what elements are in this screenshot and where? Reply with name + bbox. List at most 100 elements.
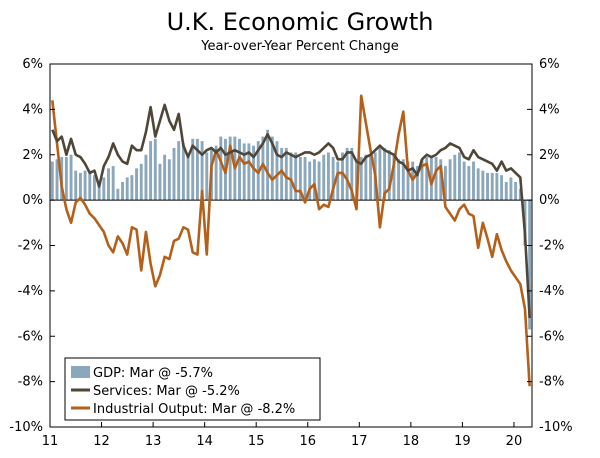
- gdp-bar: [453, 154, 457, 201]
- gdp-bar: [308, 161, 312, 201]
- legend-box: [64, 357, 321, 421]
- gdp-bar: [163, 154, 167, 201]
- chart-title: U.K. Economic Growth: [166, 8, 434, 36]
- y-tick-label-left: 0%: [22, 193, 43, 208]
- gdp-bar: [476, 168, 480, 201]
- gdp-bar: [50, 161, 54, 201]
- gdp-bar: [102, 177, 106, 201]
- gdp-bar: [78, 172, 82, 201]
- x-tick-label: 12: [93, 434, 110, 449]
- gdp-bar: [467, 166, 471, 201]
- x-tick-label: 14: [196, 434, 213, 449]
- y-tick-label-right: 2%: [539, 148, 560, 163]
- gdp-bars: [50, 129, 532, 330]
- y-tick-label-right: 0%: [539, 193, 560, 208]
- gdp-bar: [317, 161, 321, 201]
- gdp-bar: [294, 152, 298, 201]
- gdp-bar: [481, 170, 485, 201]
- gdp-bar: [392, 154, 396, 201]
- y-tick-label-right: 6%: [539, 57, 560, 72]
- gdp-bar: [322, 154, 326, 201]
- legend-swatch-gdp: [71, 366, 90, 378]
- gdp-bar: [125, 177, 129, 201]
- gdp-bar: [425, 157, 429, 201]
- y-tick-label-right: -4%: [539, 284, 564, 299]
- gdp-bar: [289, 152, 293, 201]
- gdp-bar: [135, 168, 139, 201]
- y-axis-ticks: 6% 6% 4% 4% 2% 2% 0% 0% -2% -2% -4% -4% -6% -6% -8% -8%…: [9, 57, 572, 435]
- y-tick-label-left: -6%: [18, 329, 43, 344]
- y-tick-label-left: 6%: [22, 57, 43, 72]
- gdp-bar: [528, 200, 532, 330]
- x-tick-label: 16: [299, 434, 316, 449]
- industrial-output-line: [51, 94, 531, 387]
- gdp-bar: [458, 152, 461, 201]
- gdp-bar: [490, 172, 494, 201]
- gdp-bar: [111, 166, 115, 201]
- gdp-bar: [415, 166, 419, 201]
- gdp-bar: [401, 159, 405, 201]
- gdp-bar: [158, 163, 162, 201]
- x-tick-label: 17: [351, 434, 368, 449]
- gdp-bar: [247, 143, 251, 201]
- gdp-bar: [270, 136, 274, 201]
- gdp-bar: [518, 188, 522, 201]
- services-line: [51, 103, 531, 319]
- gdp-bar: [378, 147, 382, 201]
- gdp-bar: [139, 163, 143, 201]
- gdp-bar: [242, 143, 246, 201]
- y-tick-label-left: -8%: [18, 375, 43, 390]
- gdp-bar: [514, 181, 518, 201]
- legend-label-industrial: Industrial Output: Mar @ -8.2%: [93, 402, 295, 417]
- gdp-bar: [439, 159, 443, 201]
- gdp-bar: [121, 181, 124, 201]
- y-tick-label-left: 4%: [22, 102, 43, 117]
- gdp-bar: [261, 136, 265, 201]
- gdp-bar: [55, 159, 59, 201]
- gdp-bar: [172, 147, 176, 201]
- gdp-bar: [350, 147, 354, 201]
- y-tick-label-left: -10%: [9, 420, 43, 435]
- legend-label-gdp: GDP: Mar @ -5.7%: [93, 366, 213, 381]
- y-tick-label-right: -2%: [539, 239, 564, 254]
- gdp-bar: [228, 136, 232, 201]
- gdp-bar: [462, 161, 466, 201]
- gdp-bar: [420, 159, 424, 201]
- gdp-bar: [191, 138, 195, 201]
- gdp-bar: [434, 157, 438, 201]
- gdp-bar: [364, 154, 368, 201]
- y-tick-label-right: -6%: [539, 329, 564, 344]
- gdp-bar: [486, 172, 489, 201]
- gdp-bar: [397, 159, 401, 201]
- gdp-bar: [472, 161, 475, 201]
- gdp-bar: [303, 157, 307, 201]
- gdp-bar: [504, 181, 508, 201]
- legend: GDP: Mar @ -5.7% Services: Mar @ -5.2% Ind…: [64, 357, 321, 421]
- x-tick-label: 20: [506, 434, 523, 449]
- gdp-bar: [266, 129, 270, 201]
- gdp-bar: [331, 157, 335, 201]
- gdp-bar: [69, 154, 73, 201]
- gdp-bar: [219, 136, 223, 201]
- gdp-bar: [284, 147, 288, 201]
- gdp-bar: [97, 181, 101, 201]
- x-tick-label: 18: [403, 434, 420, 449]
- gdp-bar: [153, 138, 157, 201]
- chart-subtitle: Year-over-Year Percent Change: [201, 39, 399, 54]
- x-tick-label: 19: [454, 434, 471, 449]
- gdp-bar: [500, 175, 504, 201]
- y-tick-label-left: 2%: [22, 148, 43, 163]
- y-tick-label-right: 4%: [539, 102, 560, 117]
- gdp-bar: [167, 159, 171, 201]
- gdp-bar: [448, 159, 452, 201]
- gdp-bar: [149, 141, 153, 201]
- gdp-bar: [186, 154, 190, 201]
- gdp-bar: [383, 147, 387, 201]
- gdp-bar: [88, 170, 92, 201]
- gdp-bar: [74, 170, 78, 201]
- gdp-bar: [181, 143, 185, 201]
- gdp-bar: [144, 154, 148, 201]
- gdp-bar: [214, 145, 218, 201]
- x-tick-label: 13: [145, 434, 162, 449]
